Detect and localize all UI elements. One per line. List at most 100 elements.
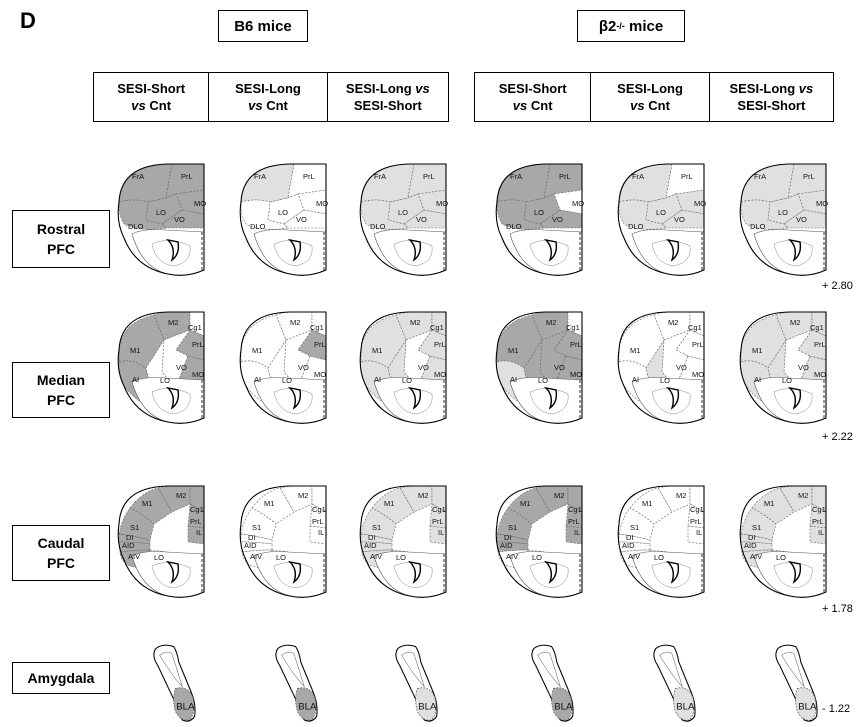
slice-group: FrA PrL MO LO VO DLO (495, 163, 584, 276)
region-label-lo: LO (660, 376, 670, 385)
region-label-fra: FrA (254, 172, 266, 181)
slice-outline (359, 163, 447, 276)
region-label-cg1: Cg1 (188, 323, 202, 332)
region-M2 (399, 485, 433, 513)
region-label-m1: M1 (642, 499, 652, 508)
slice-outline (239, 485, 327, 598)
col-header-line2: SESI-Short (737, 98, 806, 113)
region-MO (553, 189, 583, 215)
slice-outline (617, 485, 705, 598)
ventricle (407, 386, 422, 410)
row-label-caudal-pfc: Caudal PFC (12, 525, 110, 581)
slice-group: M2 M1 Cg1 S1 PrL DI IL AID AIV LO (359, 485, 447, 598)
subcortical-area (131, 551, 205, 598)
region-label-vo: VO (418, 363, 429, 372)
ventricle (543, 238, 558, 262)
brain-slice-caudal-1: M2 M1 Cg1 S1 PrL DI IL AID AIV LO (239, 485, 327, 598)
region-label-m2: M2 (676, 491, 686, 500)
row-label-line2: PFC (47, 555, 75, 571)
region-label-vo: VO (174, 215, 185, 224)
region-bla (795, 687, 817, 721)
bregma-coordinate-amygdala: - 1.22 (822, 703, 851, 715)
region-label-di: DI (368, 533, 376, 542)
region-label-cg1: Cg1 (810, 323, 824, 332)
region-M2 (157, 485, 191, 513)
region-label-prl: PrL (312, 517, 324, 526)
region-label-prl: PrL (181, 172, 193, 181)
region-Cg1 (811, 311, 827, 337)
slice-outline (117, 163, 205, 276)
region-label-mo: MO (692, 370, 704, 379)
region-label-m2: M2 (554, 491, 564, 500)
amygdala-slice-4: BLA (653, 644, 696, 722)
ventricle (165, 560, 180, 584)
row-label-line2: PFC (47, 241, 75, 257)
region-label-fra: FrA (374, 172, 386, 181)
brain-slice-median-2: M2 Cg1 M1 PrL AI VO LO MO (359, 311, 447, 424)
slice-outline (117, 485, 205, 598)
ventricle (287, 386, 302, 410)
region-label-m2: M2 (418, 491, 428, 500)
region-label-vo: VO (674, 215, 685, 224)
region-VO (283, 209, 327, 229)
region-label-dlo: DLO (128, 222, 144, 231)
region-Cg1 (567, 311, 583, 337)
slice-outline (617, 311, 705, 424)
region-label-lo: LO (532, 553, 542, 562)
slice-outline (617, 163, 705, 276)
col-header-vs: vs (415, 81, 430, 96)
region-label-s1: S1 (372, 523, 381, 532)
brain-slice-caudal-0: M2 M1 Cg1 S1 PrL DI IL AID AIV LO (117, 485, 205, 598)
region-label-prl: PrL (434, 340, 446, 349)
region-label-m1: M1 (630, 346, 640, 355)
region-label-ai: AI (374, 375, 381, 384)
region-label-m2: M2 (798, 491, 808, 500)
region-label-prl: PrL (568, 517, 580, 526)
region-label-cg1: Cg1 (690, 505, 704, 514)
col-header-line1: SESI-Long vs (346, 80, 430, 97)
column-headers-b6: SESI-Short vs Cnt SESI-Long vs Cnt SESI-… (93, 72, 449, 122)
region-label-s1: S1 (508, 523, 517, 532)
region-label-lo: LO (282, 376, 292, 385)
region-label-bla: BLA (798, 702, 817, 713)
capsule (781, 651, 805, 687)
amygdala-slice-2: BLA (395, 644, 438, 722)
region-label-mo: MO (814, 370, 826, 379)
amygdala-slice-1: BLA (275, 644, 318, 722)
region-label-m1: M1 (130, 346, 140, 355)
slice-group: FrA PrL MO LO VO DLO (117, 163, 206, 276)
region-label-vo: VO (552, 215, 563, 224)
region-label-lo: LO (782, 376, 792, 385)
row-label-median-pfc: Median PFC (12, 362, 110, 418)
region-M1 (751, 487, 795, 525)
region-VO (539, 209, 583, 229)
region-label-m1: M1 (752, 346, 762, 355)
region-label-dlo: DLO (370, 222, 386, 231)
region-M1 (240, 314, 287, 369)
slice-group: M2 Cg1 M1 PrL AI VO LO MO (617, 311, 705, 424)
region-DLO (496, 199, 545, 230)
region-M2 (779, 485, 813, 513)
brain-slice-rostral-5: FrA PrL MO LO VO DLO (739, 163, 828, 276)
group-label-b6-text: B6 mice (234, 17, 292, 35)
region-label-vo: VO (676, 363, 687, 372)
col-header-line1: SESI-Long vs (729, 80, 813, 97)
group-label-b2-sup: -/- (616, 21, 625, 31)
region-label-lo: LO (160, 376, 170, 385)
region-label-mo: MO (194, 199, 206, 208)
region-label-aid: AID (500, 541, 513, 550)
brain-slice-rostral-2: FrA PrL MO LO VO DLO (359, 163, 448, 276)
bregma-coordinate-rostral: + 2.80 (822, 280, 853, 292)
ventricle (287, 560, 302, 584)
region-label-ai: AI (254, 375, 261, 384)
col-header-cnt: Cnt (145, 98, 172, 113)
col-header-line2: SESI-Short (353, 98, 422, 113)
region-label-s1: S1 (752, 523, 761, 532)
region-DLO (740, 199, 789, 230)
ventricle (543, 560, 558, 584)
col-header-cnt: Cnt (262, 98, 288, 113)
region-label-s1: S1 (252, 523, 261, 532)
region-M2 (653, 311, 691, 341)
region-label-aid: AID (244, 541, 257, 550)
row-label-line1: Amygdala (27, 670, 95, 686)
